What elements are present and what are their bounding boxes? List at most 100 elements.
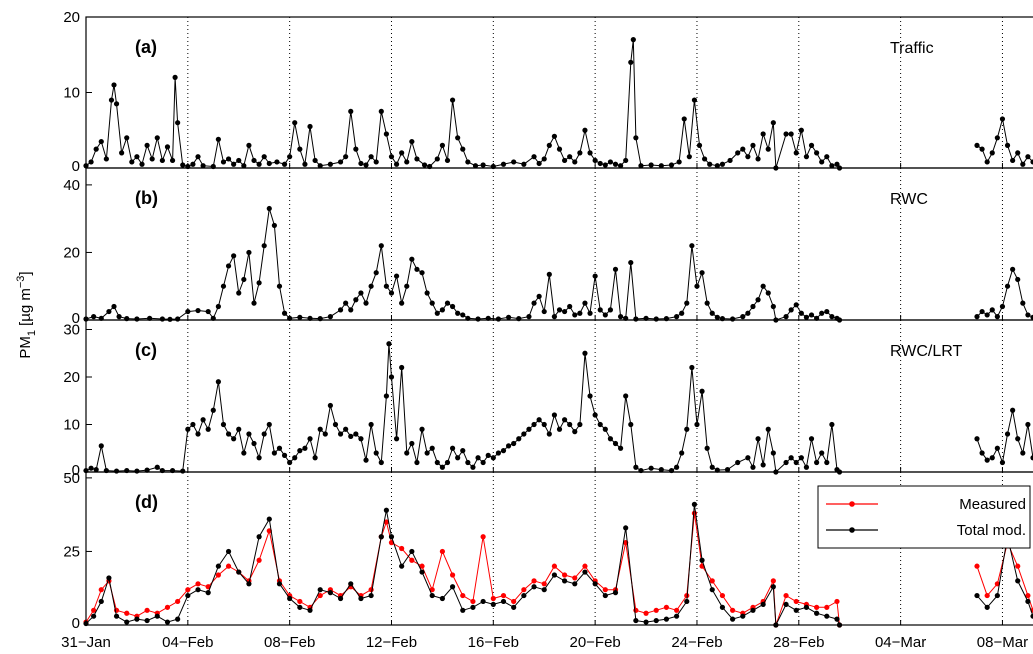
data-point bbox=[814, 150, 820, 156]
data-point bbox=[829, 314, 835, 320]
data-point bbox=[185, 308, 191, 315]
data-point bbox=[735, 459, 741, 466]
data-point bbox=[276, 581, 283, 587]
data-point bbox=[803, 464, 810, 470]
data-point bbox=[343, 154, 349, 160]
panel-letter: (a) bbox=[135, 37, 157, 57]
data-point bbox=[383, 507, 389, 513]
data-point bbox=[567, 421, 573, 428]
data-point bbox=[994, 445, 1000, 451]
data-point bbox=[470, 464, 476, 470]
data-point bbox=[490, 595, 496, 602]
data-point bbox=[511, 598, 517, 605]
series-total-mod- bbox=[83, 501, 1033, 628]
data-point bbox=[617, 445, 624, 451]
data-point bbox=[1010, 407, 1016, 413]
data-point bbox=[765, 146, 771, 152]
data-point bbox=[393, 161, 400, 167]
data-point bbox=[246, 431, 252, 437]
data-point bbox=[984, 312, 990, 318]
data-point bbox=[399, 364, 405, 371]
x-tick-label: 04−Mar bbox=[875, 634, 926, 651]
data-point bbox=[994, 581, 1000, 587]
data-point bbox=[124, 619, 130, 625]
data-point bbox=[511, 159, 517, 165]
data-point bbox=[337, 307, 344, 313]
data-point bbox=[124, 610, 130, 616]
data-point bbox=[91, 607, 97, 613]
data-point bbox=[551, 572, 558, 578]
data-point bbox=[236, 290, 242, 296]
data-point bbox=[1020, 450, 1026, 456]
data-point bbox=[505, 314, 512, 320]
x-tick-label: 08−Mar bbox=[977, 634, 1028, 651]
data-point bbox=[337, 431, 344, 437]
data-point bbox=[686, 154, 692, 160]
data-point bbox=[404, 159, 410, 165]
legend-box bbox=[817, 485, 1031, 549]
data-point bbox=[414, 266, 420, 272]
data-point bbox=[770, 584, 776, 590]
data-point bbox=[236, 157, 242, 164]
data-point bbox=[241, 276, 247, 283]
data-point bbox=[607, 307, 614, 313]
data-point bbox=[730, 316, 736, 322]
data-point bbox=[783, 459, 789, 466]
data-point bbox=[730, 616, 736, 622]
data-point bbox=[724, 467, 731, 473]
data-point bbox=[434, 459, 440, 466]
data-point bbox=[648, 465, 654, 471]
data-point bbox=[287, 459, 293, 466]
data-point bbox=[200, 417, 206, 423]
data-point bbox=[798, 127, 804, 133]
data-point bbox=[834, 616, 840, 622]
data-point bbox=[824, 459, 830, 466]
data-point bbox=[658, 467, 664, 473]
data-point bbox=[707, 161, 713, 167]
data-point bbox=[770, 303, 776, 310]
data-point bbox=[567, 303, 573, 310]
data-point bbox=[388, 290, 395, 296]
data-point bbox=[383, 519, 389, 525]
data-point bbox=[592, 412, 598, 418]
data-point bbox=[814, 610, 820, 616]
data-point bbox=[429, 300, 435, 306]
panel-c: 0 10 20 30 (c) RWC/LRT bbox=[63, 319, 1033, 479]
data-point bbox=[674, 607, 680, 613]
data-point bbox=[348, 108, 354, 114]
data-point bbox=[783, 314, 789, 320]
data-point bbox=[91, 314, 97, 320]
data-point bbox=[124, 135, 130, 141]
data-point bbox=[495, 450, 502, 456]
x-tick-label: 24−Feb bbox=[671, 634, 722, 651]
data-point bbox=[302, 445, 308, 451]
x-axis: 31−Jan 04−Feb 08−Feb 12−Feb 16−Feb 20−Feb 24−F… bbox=[61, 634, 1028, 651]
legend-label: Total mod. bbox=[957, 522, 1026, 539]
y-tick-label: 50 bbox=[63, 470, 80, 487]
data-point bbox=[91, 613, 97, 619]
data-point bbox=[803, 154, 810, 160]
data-point bbox=[561, 157, 568, 164]
data-point bbox=[373, 270, 379, 276]
data-point bbox=[195, 307, 201, 314]
series-line bbox=[85, 504, 840, 627]
data-point bbox=[429, 592, 435, 599]
data-point bbox=[475, 455, 481, 461]
data-point bbox=[297, 598, 303, 605]
data-point bbox=[470, 598, 476, 605]
data-point bbox=[994, 135, 1000, 141]
y-tick-label: 10 bbox=[63, 417, 80, 434]
data-point bbox=[348, 581, 354, 587]
data-point bbox=[358, 160, 364, 167]
data-point bbox=[770, 578, 776, 584]
data-point bbox=[225, 156, 232, 162]
data-point bbox=[414, 459, 420, 466]
data-point bbox=[793, 150, 799, 156]
data-point bbox=[556, 307, 563, 313]
data-point bbox=[404, 450, 410, 456]
data-point bbox=[674, 314, 680, 320]
data-point bbox=[475, 316, 481, 322]
data-point bbox=[676, 159, 682, 165]
panel-a: 0 10 20 (a) Traffic bbox=[63, 9, 1033, 175]
data-point bbox=[256, 161, 262, 167]
